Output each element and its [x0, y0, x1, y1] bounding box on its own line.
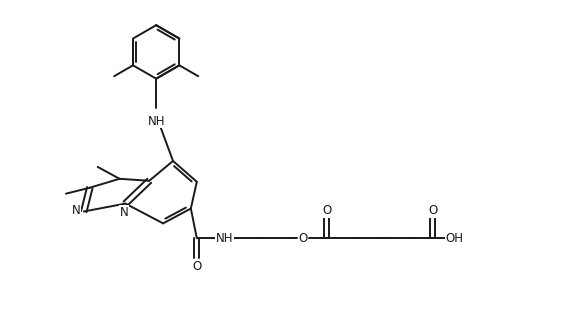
Text: O: O — [322, 204, 331, 217]
Text: OH: OH — [445, 232, 463, 245]
Text: O: O — [428, 204, 437, 217]
Text: NH: NH — [148, 115, 165, 128]
Text: NH: NH — [216, 232, 233, 245]
Text: O: O — [192, 260, 201, 272]
Text: N: N — [120, 206, 129, 219]
Text: O: O — [298, 232, 308, 245]
Text: N: N — [72, 204, 80, 217]
